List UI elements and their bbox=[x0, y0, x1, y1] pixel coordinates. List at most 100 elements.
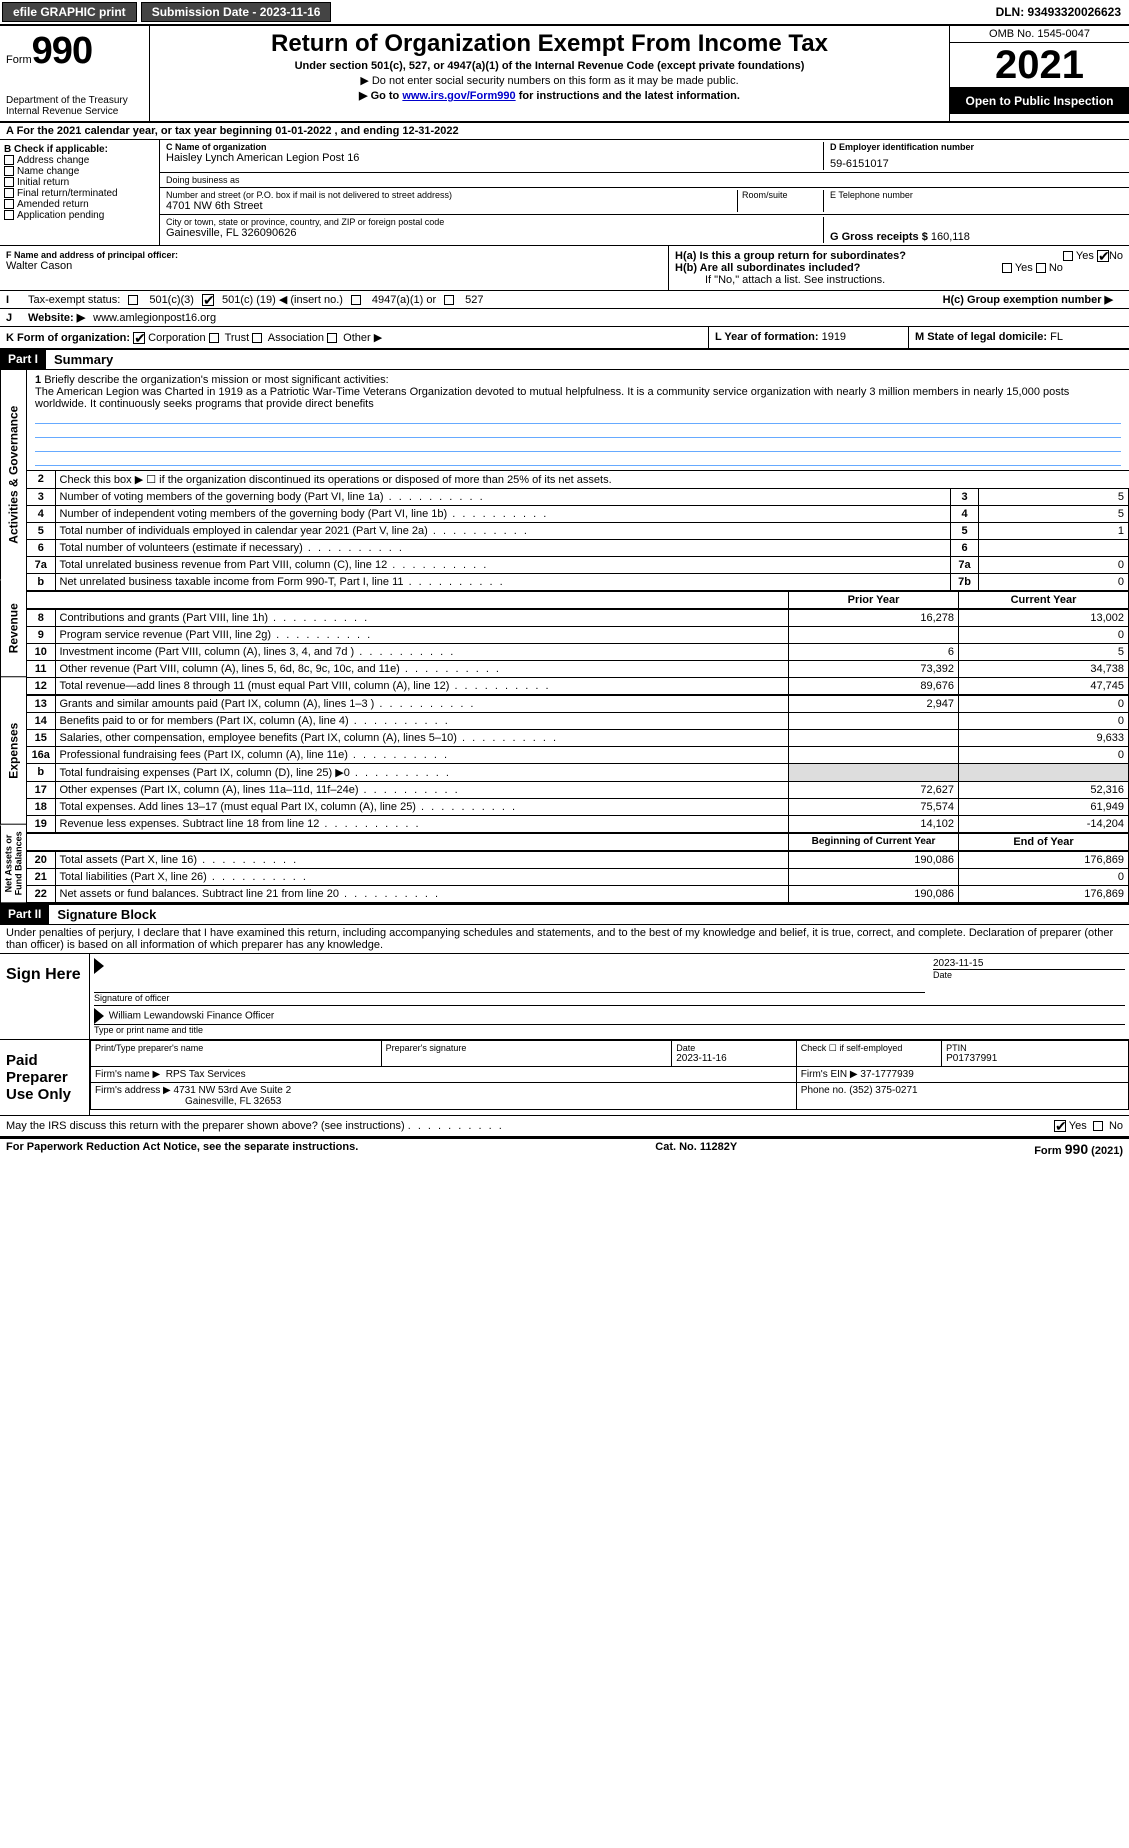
k-assoc: Association bbox=[268, 332, 324, 344]
form-header: Form990 Department of the Treasury Inter… bbox=[0, 24, 1129, 123]
l-year-label: L Year of formation: bbox=[715, 331, 819, 343]
part2-badge: Part II bbox=[0, 905, 49, 924]
hb-no-check[interactable] bbox=[1036, 263, 1046, 273]
col-b-checkboxes: B Check if applicable: Address changeNam… bbox=[0, 140, 160, 245]
table-row: 14Benefits paid to or for members (Part … bbox=[27, 713, 1129, 730]
sign-here-row: Sign Here Signature of officer 2023-11-1… bbox=[0, 954, 1129, 1040]
firm-ein-label: Firm's EIN ▶ bbox=[801, 1069, 858, 1080]
sig-date-label: Date bbox=[933, 969, 1125, 980]
section-bcdeg: B Check if applicable: Address changeNam… bbox=[0, 140, 1129, 246]
table-row: 8Contributions and grants (Part VIII, li… bbox=[27, 610, 1129, 627]
vtab-expenses: Expenses bbox=[0, 677, 26, 825]
c-org-name: Haisley Lynch American Legion Post 16 bbox=[166, 152, 817, 164]
q1-text: Briefly describe the organization's miss… bbox=[44, 374, 388, 386]
discuss-yes-check[interactable] bbox=[1054, 1120, 1066, 1132]
d-ein-label: D Employer identification number bbox=[830, 142, 1123, 152]
table-row: 5Total number of individuals employed in… bbox=[27, 523, 1129, 540]
501c-check[interactable] bbox=[202, 294, 214, 306]
checkbox[interactable] bbox=[4, 177, 14, 187]
paid-preparer-row: Paid Preparer Use Only Print/Type prepar… bbox=[0, 1040, 1129, 1116]
checkbox[interactable] bbox=[4, 166, 14, 176]
hb-yes-check[interactable] bbox=[1002, 263, 1012, 273]
opt-527: 527 bbox=[465, 294, 483, 306]
table-row: 4Number of independent voting members of… bbox=[27, 506, 1129, 523]
website-label: Website: ▶ bbox=[28, 311, 85, 324]
omb-number: OMB No. 1545-0047 bbox=[950, 26, 1129, 43]
p-name-label: Print/Type preparer's name bbox=[95, 1043, 377, 1053]
f-officer-label: F Name and address of principal officer: bbox=[6, 250, 662, 260]
k-corp-check[interactable] bbox=[133, 332, 145, 344]
part1-header: Part I Summary bbox=[0, 350, 1129, 370]
irs-link[interactable]: www.irs.gov/Form990 bbox=[402, 90, 515, 102]
m-state-label: M State of legal domicile: bbox=[915, 331, 1047, 343]
firm-name-label: Firm's name ▶ bbox=[95, 1069, 160, 1080]
discuss-text: May the IRS discuss this return with the… bbox=[6, 1120, 405, 1132]
hb-note: If "No," attach a list. See instructions… bbox=[675, 274, 1123, 286]
checkbox[interactable] bbox=[4, 199, 14, 209]
col-b-item: Initial return bbox=[4, 177, 155, 188]
discuss-no-check[interactable] bbox=[1093, 1121, 1103, 1131]
4947-check[interactable] bbox=[351, 295, 361, 305]
table-row: 6Total number of volunteers (estimate if… bbox=[27, 540, 1129, 557]
e-phone-label: E Telephone number bbox=[830, 190, 1123, 200]
table-row: 20Total assets (Part X, line 16)190,0861… bbox=[27, 852, 1129, 869]
city-value: Gainesville, FL 326090626 bbox=[166, 227, 817, 239]
col-b-item: Name change bbox=[4, 166, 155, 177]
527-check[interactable] bbox=[444, 295, 454, 305]
501c3-check[interactable] bbox=[128, 295, 138, 305]
header-sub2: ▶ Do not enter social security numbers o… bbox=[156, 74, 943, 87]
phone-label: Phone no. bbox=[801, 1085, 847, 1096]
g-gross-label: G Gross receipts $ bbox=[830, 231, 928, 243]
part1-body: Activities & Governance Revenue Expenses… bbox=[0, 370, 1129, 905]
top-bar: efile GRAPHIC print Submission Date - 20… bbox=[0, 0, 1129, 24]
k-corp: Corporation bbox=[148, 332, 205, 344]
opt-501c3: 501(c)(3) bbox=[149, 294, 194, 306]
ptin-val: P01737991 bbox=[946, 1053, 1124, 1064]
arrow-icon-2 bbox=[94, 1008, 104, 1024]
expenses-table: 13Grants and similar amounts paid (Part … bbox=[27, 695, 1129, 833]
beg-year-hdr: Beginning of Current Year bbox=[789, 834, 959, 851]
part2-header: Part II Signature Block bbox=[0, 905, 1129, 925]
l-year-val: 1919 bbox=[822, 331, 846, 343]
table-row: bNet unrelated business taxable income f… bbox=[27, 574, 1129, 591]
row-i-tax-status: I Tax-exempt status: 501(c)(3) 501(c) (1… bbox=[0, 291, 1129, 309]
k-assoc-check[interactable] bbox=[252, 333, 262, 343]
ha-no-check[interactable] bbox=[1097, 250, 1109, 262]
ha-yes-check[interactable] bbox=[1063, 251, 1073, 261]
submission-chip: Submission Date - 2023-11-16 bbox=[141, 2, 332, 22]
form-number: 990 bbox=[32, 30, 92, 72]
tax-exempt-label: Tax-exempt status: bbox=[28, 294, 120, 306]
k-form-org-label: K Form of organization: bbox=[6, 332, 130, 344]
checkbox[interactable] bbox=[4, 155, 14, 165]
opt-4947: 4947(a)(1) or bbox=[372, 294, 436, 306]
checkbox[interactable] bbox=[4, 188, 14, 198]
vtab-revenue: Revenue bbox=[0, 580, 26, 677]
opt-501c: 501(c) (19) ◀ (insert no.) bbox=[222, 293, 343, 306]
current-year-hdr: Current Year bbox=[959, 592, 1129, 609]
col-c: C Name of organization Haisley Lynch Ame… bbox=[160, 140, 1129, 245]
netassets-table: 20Total assets (Part X, line 16)190,0861… bbox=[27, 851, 1129, 903]
col-b-item: Address change bbox=[4, 155, 155, 166]
c-name-label: C Name of organization bbox=[166, 142, 817, 152]
header-sub1: Under section 501(c), 527, or 4947(a)(1)… bbox=[156, 60, 943, 72]
k-other-check[interactable] bbox=[327, 333, 337, 343]
type-name-label: Type or print name and title bbox=[94, 1024, 1125, 1035]
vtab-activities: Activities & Governance bbox=[0, 370, 26, 580]
end-year-hdr: End of Year bbox=[959, 834, 1129, 851]
col-b-item: Amended return bbox=[4, 199, 155, 210]
table-row: 15Salaries, other compensation, employee… bbox=[27, 730, 1129, 747]
k-other: Other ▶ bbox=[343, 332, 382, 344]
dba-label: Doing business as bbox=[166, 175, 817, 185]
vtab-netassets: Net Assets or Fund Balances bbox=[0, 825, 26, 903]
checkbox[interactable] bbox=[4, 210, 14, 220]
addr-value: 4701 NW 6th Street bbox=[166, 200, 737, 212]
sub3-post: for instructions and the latest informat… bbox=[516, 90, 740, 102]
discuss-yes: Yes bbox=[1069, 1120, 1087, 1132]
mission-block: 1 Briefly describe the organization's mi… bbox=[27, 370, 1129, 470]
col-b-item: Application pending bbox=[4, 210, 155, 221]
table-row: 16aProfessional fundraising fees (Part I… bbox=[27, 747, 1129, 764]
ha-label: H(a) Is this a group return for subordin… bbox=[675, 250, 906, 262]
m-state-val: FL bbox=[1050, 331, 1063, 343]
k-trust-check[interactable] bbox=[209, 333, 219, 343]
ptin-label: PTIN bbox=[946, 1043, 1124, 1053]
